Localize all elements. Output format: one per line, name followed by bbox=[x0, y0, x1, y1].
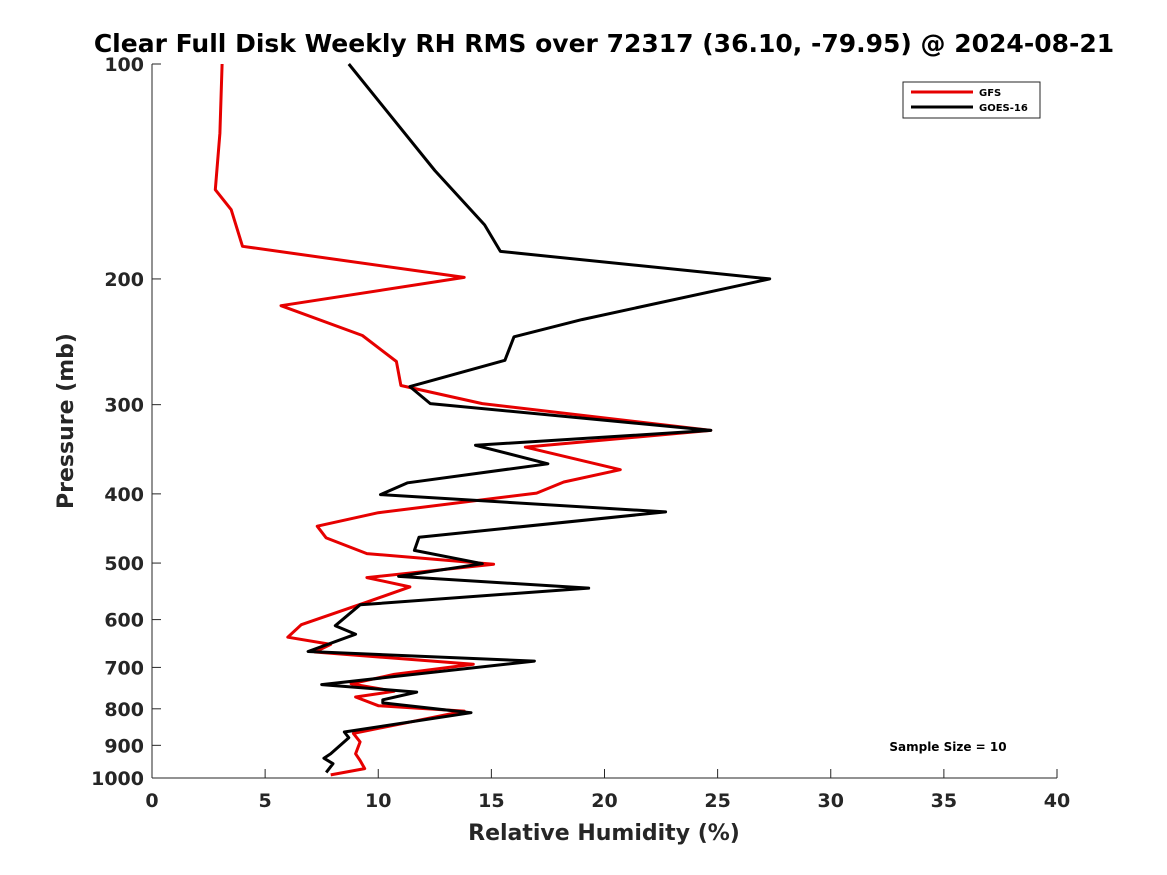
x-tick-label: 15 bbox=[478, 790, 504, 812]
series-layer bbox=[213, 63, 772, 777]
legend-label-gfs: GFS bbox=[979, 88, 1001, 99]
x-tick-label: 30 bbox=[818, 790, 844, 812]
legend: GFS GOES-16 bbox=[902, 81, 1041, 119]
legend-label-goes16: GOES-16 bbox=[979, 103, 1028, 114]
series-line-gfs bbox=[213, 63, 713, 777]
y-tick-label: 800 bbox=[104, 699, 144, 721]
x-tick-label: 20 bbox=[591, 790, 617, 812]
series-line-goes16 bbox=[306, 63, 772, 774]
sample-size-annotation: Sample Size = 10 bbox=[889, 740, 1006, 754]
y-tick-label: 500 bbox=[104, 553, 144, 575]
x-tick-label: 25 bbox=[704, 790, 730, 812]
x-tick-label: 40 bbox=[1044, 790, 1070, 812]
y-tick-label: 900 bbox=[104, 735, 144, 757]
x-tick-label: 10 bbox=[365, 790, 391, 812]
chart-title: Clear Full Disk Weekly RH RMS over 72317… bbox=[94, 29, 1114, 58]
y-tick-label: 200 bbox=[104, 269, 144, 291]
y-tick-label: 300 bbox=[104, 395, 144, 417]
legend-box bbox=[902, 81, 1041, 119]
y-axis-label: Pressure (mb) bbox=[54, 333, 79, 509]
y-tick-label: 400 bbox=[104, 484, 144, 506]
x-tick-label: 35 bbox=[931, 790, 957, 812]
y-tick-label: 600 bbox=[104, 610, 144, 632]
y-ticks: 100 200 300 400 500 600 700 800 900 1000 bbox=[91, 54, 161, 790]
x-ticks: 0 5 10 15 20 25 30 35 40 bbox=[145, 769, 1070, 812]
x-axis-label: Relative Humidity (%) bbox=[468, 821, 740, 846]
y-tick-label: 100 bbox=[104, 54, 144, 76]
x-tick-label: 0 bbox=[145, 790, 158, 812]
x-tick-label: 5 bbox=[259, 790, 272, 812]
y-tick-label: 1000 bbox=[91, 768, 144, 790]
y-tick-label: 700 bbox=[104, 657, 144, 679]
